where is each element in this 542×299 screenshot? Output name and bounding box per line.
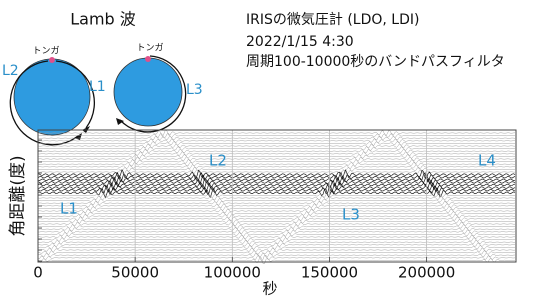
trace [38, 178, 515, 187]
trace [38, 209, 515, 213]
x-tick-label: 100000 [204, 264, 261, 282]
annotation: L2 [209, 152, 227, 170]
trace [38, 198, 515, 203]
annotation: L4 [478, 152, 496, 170]
trace [38, 253, 515, 258]
source-label: トンガ [32, 46, 59, 57]
arrowhead [74, 133, 82, 140]
trace [38, 167, 515, 172]
trace [38, 157, 515, 162]
trace [38, 133, 515, 138]
trace [38, 152, 515, 156]
inset-diagram: トンガ トンガ L2 L1 L3 [2, 43, 203, 145]
source-label: トンガ [136, 43, 163, 54]
trace [38, 146, 515, 150]
trace [38, 248, 515, 253]
trace [38, 139, 515, 143]
annotation: L3 [342, 206, 360, 224]
path-label: L1 [89, 79, 106, 95]
traces [38, 130, 515, 264]
info-line: 2022/1/15 4:30 [246, 34, 354, 50]
trace [38, 144, 515, 148]
info-line: IRISの微気圧計 (LDO, LDI) [246, 12, 419, 28]
y-axis-label: 角距離(度) [8, 155, 28, 236]
trace [38, 203, 515, 208]
source-marker [49, 57, 55, 63]
trace [38, 237, 515, 242]
trace [38, 165, 515, 170]
trace [38, 245, 515, 250]
path-label: L3 [186, 82, 203, 98]
trace [38, 141, 515, 146]
arrowhead [116, 118, 124, 125]
trace [38, 240, 515, 245]
trace [38, 250, 515, 255]
x-tick-label: 200000 [398, 264, 455, 282]
trace [38, 136, 515, 141]
info-line: 周期100-10000秒のバンドパスフィルタ [246, 54, 505, 70]
trace [38, 162, 515, 167]
trace [38, 217, 515, 222]
x-tick-label: 50000 [111, 264, 159, 282]
trace [38, 227, 515, 232]
trace [38, 211, 515, 216]
trace [38, 154, 515, 158]
trace [38, 185, 515, 194]
trace [38, 214, 515, 219]
source-marker [145, 56, 151, 62]
trace [38, 149, 515, 154]
trace [38, 222, 515, 227]
figure: Lamb 波 IRISの微気圧計 (LDO, LDI) 2022/1/15 4:… [0, 0, 542, 299]
trace [38, 235, 515, 240]
title: Lamb 波 [70, 10, 136, 29]
annotation: L1 [60, 200, 78, 218]
trace [38, 201, 515, 206]
trace [38, 224, 515, 229]
x-tick-label: 0 [33, 264, 43, 282]
trace [38, 219, 515, 224]
trace [38, 230, 515, 235]
trace [38, 232, 515, 237]
x-axis-label: 秒 [262, 280, 277, 298]
x-tick-label: 150000 [301, 264, 358, 282]
earth [114, 58, 182, 126]
path-label: L2 [2, 63, 19, 79]
trace [38, 159, 515, 163]
